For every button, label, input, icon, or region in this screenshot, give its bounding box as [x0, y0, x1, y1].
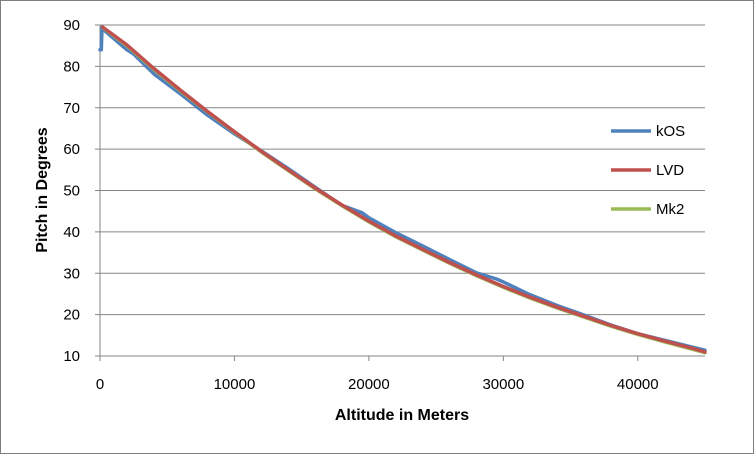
y-tick-label: 50	[63, 183, 80, 200]
y-tick-label: 20	[63, 307, 80, 324]
series-lines	[98, 25, 707, 355]
x-tick-label: 20000	[348, 376, 390, 393]
legend-label-mk2: Mk2	[656, 201, 684, 218]
axes	[95, 24, 705, 361]
x-tick-label: 30000	[482, 376, 524, 393]
series-line-kos	[98, 25, 707, 352]
y-tick-label: 40	[63, 224, 80, 241]
y-tick-labels: 10 20 30 40 50 60 70 80 90	[63, 17, 80, 365]
y-tick-label: 60	[63, 141, 80, 158]
y-tick-label: 80	[63, 58, 80, 75]
x-tick-labels: 0 10000 20000 30000 40000	[96, 376, 659, 393]
y-tick-label: 10	[63, 348, 80, 365]
y-tick-label: 90	[63, 17, 80, 34]
x-tick-label: 40000	[617, 376, 659, 393]
legend: kOS LVD Mk2	[611, 123, 685, 218]
x-axis-title: Altitude in Meters	[335, 407, 469, 424]
legend-label-kos: kOS	[656, 123, 685, 140]
gridlines	[100, 24, 705, 316]
x-tick-label: 0	[96, 376, 104, 393]
series-line-lvd	[100, 25, 707, 354]
y-tick-label: 30	[63, 265, 80, 282]
y-tick-label: 70	[63, 100, 80, 117]
x-tick-label: 10000	[214, 376, 256, 393]
y-axis-title: Pitch in Degrees	[34, 127, 51, 252]
legend-label-lvd: LVD	[656, 162, 684, 179]
